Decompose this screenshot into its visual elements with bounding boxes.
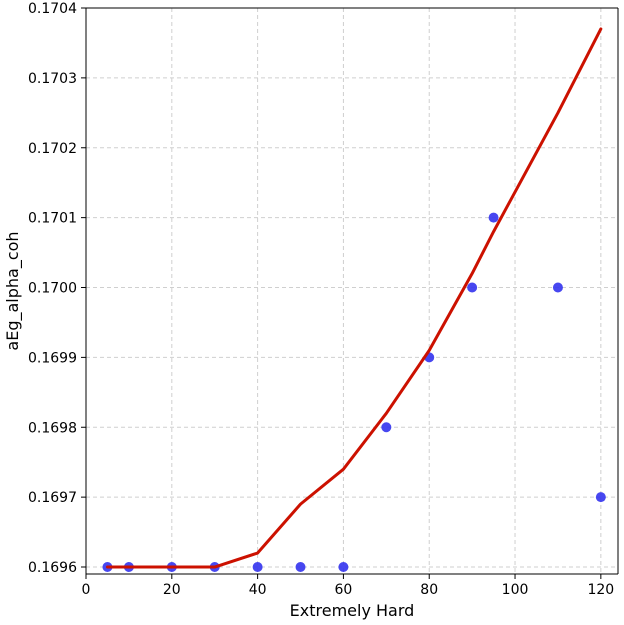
- scatter-point: [595, 492, 606, 503]
- axes: [85, 7, 619, 575]
- y-axis-label: aEg_alpha_coh: [3, 231, 23, 350]
- y-tick-label: 0.1699: [28, 350, 77, 366]
- scatter-point: [552, 282, 563, 293]
- scatter-point: [488, 212, 499, 223]
- scatter-point: [467, 282, 478, 293]
- x-tick-label: 60: [335, 582, 353, 598]
- x-tick-label: 100: [502, 582, 529, 598]
- y-tick-label: 0.1704: [28, 1, 77, 17]
- gridlines: [85, 7, 618, 574]
- x-tick-label: 120: [587, 582, 614, 598]
- y-tick-label: 0.1702: [28, 141, 77, 157]
- x-tick-label: 40: [249, 582, 267, 598]
- x-axis-label: Extremely Hard: [290, 601, 415, 620]
- y-tick-label: 0.1700: [28, 281, 77, 297]
- series: [102, 27, 606, 573]
- scatter-point: [252, 562, 263, 573]
- y-ticks: 0.1696 0.1697 0.1698 0.1699 0.1700 0.1701 0.17…: [28, 1, 86, 576]
- x-tick-label: 20: [163, 582, 181, 598]
- scatter-point: [381, 422, 392, 433]
- x-tick-label: 0: [82, 582, 91, 598]
- y-tick-label: 0.1697: [28, 490, 77, 506]
- scatter-point: [295, 562, 306, 573]
- scatter-point: [338, 562, 349, 573]
- y-tick-label: 0.1701: [28, 211, 77, 227]
- y-tick-label: 0.1703: [28, 71, 77, 87]
- x-ticks: 0 20 40 60 80 100 120: [82, 574, 614, 598]
- x-tick-label: 80: [420, 582, 438, 598]
- trend-line: [105, 27, 603, 569]
- y-tick-label: 0.1698: [28, 420, 77, 436]
- y-tick-label: 0.1696: [28, 560, 77, 576]
